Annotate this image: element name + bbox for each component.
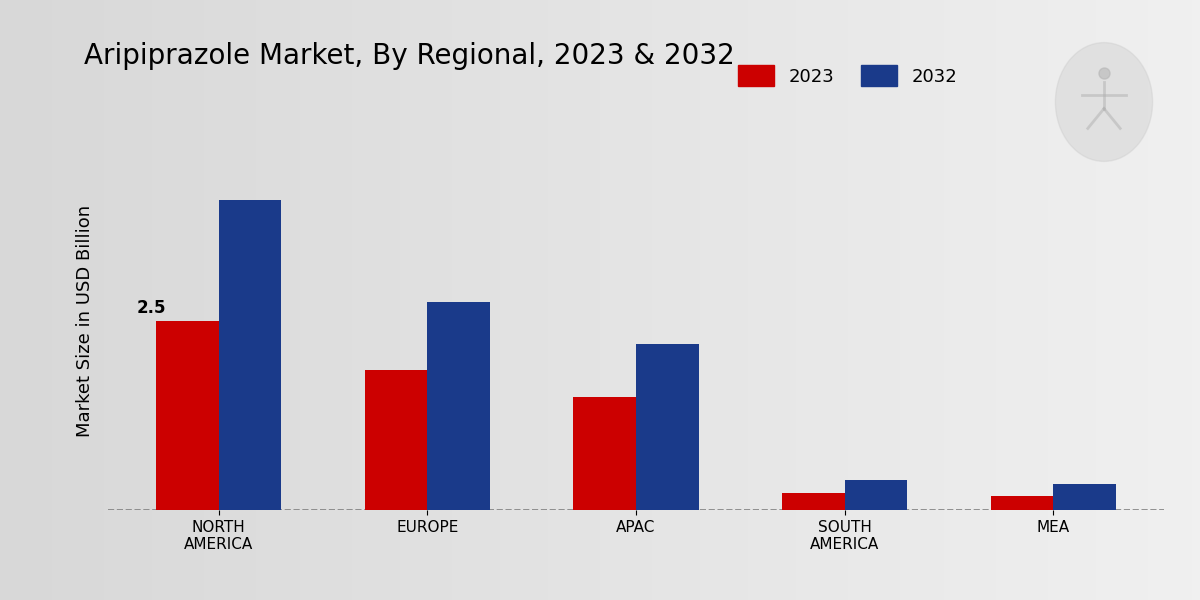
Bar bbox=[845, 480, 907, 510]
Circle shape bbox=[1056, 43, 1152, 161]
Bar bbox=[218, 200, 281, 510]
Bar bbox=[636, 344, 698, 510]
Text: 2.5: 2.5 bbox=[137, 299, 167, 317]
Bar bbox=[991, 496, 1054, 510]
Bar bbox=[156, 321, 218, 510]
Bar bbox=[1054, 484, 1116, 510]
Legend: 2023, 2032: 2023, 2032 bbox=[731, 58, 965, 93]
Y-axis label: Market Size in USD Billion: Market Size in USD Billion bbox=[76, 205, 94, 437]
Bar bbox=[574, 397, 636, 510]
Bar bbox=[782, 493, 845, 510]
Text: Aripiprazole Market, By Regional, 2023 & 2032: Aripiprazole Market, By Regional, 2023 &… bbox=[84, 42, 734, 70]
Bar bbox=[365, 370, 427, 510]
Bar bbox=[427, 302, 490, 510]
